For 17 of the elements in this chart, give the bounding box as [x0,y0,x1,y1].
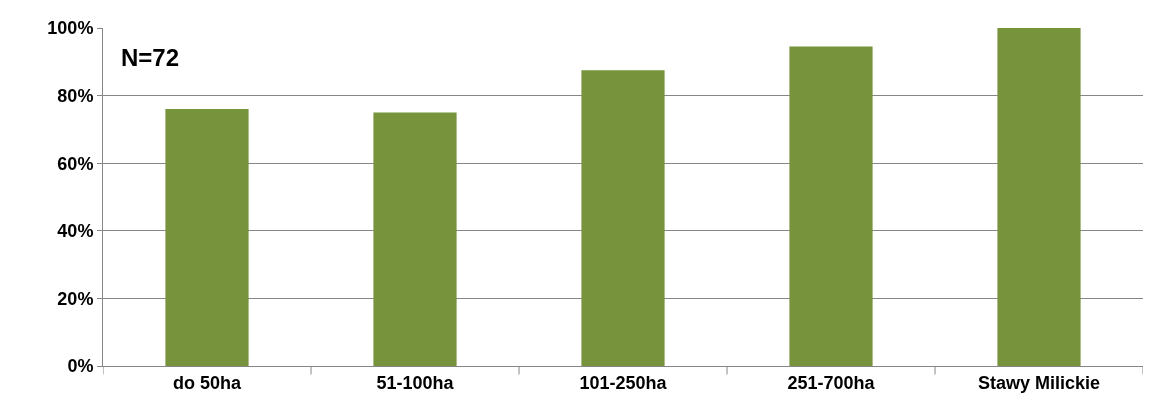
bar [789,46,873,366]
x-tick-label: 51-100ha [376,372,455,393]
annotation: N=72 [121,44,180,71]
y-tick-label: 60% [57,153,94,174]
y-tick-label: 20% [57,288,94,309]
bar [581,70,665,366]
bar [373,112,457,366]
y-tick-label: 100% [47,18,94,39]
y-tick-label: 80% [57,85,94,106]
x-tick-label: 101-250ha [579,372,668,393]
x-tick-label: do 50ha [172,372,242,393]
x-tick-label: Stawy Milickie [977,372,1101,393]
bar [997,28,1081,366]
y-tick-label: 0% [67,356,94,377]
x-tick-label: 251-700ha [787,372,876,393]
y-tick-label: 40% [57,221,94,242]
bar [165,109,249,366]
